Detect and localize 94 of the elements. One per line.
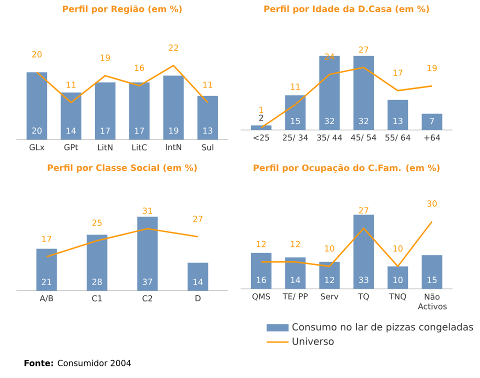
x-tick-label: LitN xyxy=(98,144,112,150)
data-label: 7 xyxy=(430,118,434,124)
x-tick-label: LitC xyxy=(132,144,147,150)
x-tick-label: 35/ 44 xyxy=(317,134,342,142)
data-label: 37 xyxy=(142,278,152,285)
data-label: 11 xyxy=(290,83,300,90)
bar xyxy=(36,248,57,291)
x-tick-label: <25 xyxy=(254,134,270,140)
data-label: 1 xyxy=(259,106,264,113)
x-tick-label: 45/ 54 xyxy=(351,134,376,141)
data-label: 10 xyxy=(393,245,403,252)
data-label: 10 xyxy=(325,245,334,252)
bar xyxy=(26,72,48,140)
bar xyxy=(353,56,374,130)
x-tick-label: GLx xyxy=(30,144,44,150)
data-label: 14 xyxy=(194,278,203,285)
data-label: 27 xyxy=(358,207,368,214)
bar xyxy=(422,114,442,130)
data-label: 12 xyxy=(325,276,334,283)
x-tick-label: TQ xyxy=(358,293,369,300)
x-tick-label: 55/ 64 xyxy=(385,134,410,142)
x-tick-label: Não Activos xyxy=(418,293,447,310)
data-label: 10 xyxy=(393,276,403,283)
data-label: 17 xyxy=(393,70,402,76)
data-label: 32 xyxy=(359,118,368,124)
data-label: 12 xyxy=(290,240,300,247)
x-tick-label: TE/ PP xyxy=(282,293,308,300)
data-label: 27 xyxy=(193,216,203,222)
bar xyxy=(129,82,150,140)
data-label: 33 xyxy=(359,276,368,283)
bar xyxy=(388,100,408,130)
bar xyxy=(188,262,208,291)
bar xyxy=(285,95,306,130)
data-label: 13 xyxy=(203,127,212,134)
data-label: 19 xyxy=(169,127,178,134)
data-label: 19 xyxy=(100,54,110,61)
data-label: 14 xyxy=(290,276,300,283)
data-label: 14 xyxy=(66,128,76,134)
legend-label: Universo xyxy=(292,337,334,345)
x-tick-label: D xyxy=(196,295,201,302)
x-tick-label: A/B xyxy=(40,295,53,302)
bar xyxy=(285,257,306,289)
data-label: 31 xyxy=(142,207,152,214)
bar xyxy=(319,262,340,289)
bar xyxy=(86,234,108,291)
data-label: 19 xyxy=(428,64,437,72)
bar xyxy=(250,125,272,130)
x-tick-label: QMS xyxy=(252,293,270,300)
chart-title: Perfil por Região (em %) xyxy=(62,5,182,14)
bar xyxy=(137,216,158,291)
bar xyxy=(250,252,272,289)
data-label: 20 xyxy=(32,50,42,58)
x-tick-label: +64 xyxy=(424,134,440,140)
data-label: 15 xyxy=(428,276,437,283)
data-label: 17 xyxy=(100,128,110,134)
chart-title: Perfil por Idade da D.Casa (em %) xyxy=(264,5,429,14)
bar xyxy=(163,75,184,140)
data-label: 13 xyxy=(393,118,402,124)
data-label: 25 xyxy=(92,219,102,226)
bar xyxy=(60,92,82,140)
data-label: 28 xyxy=(92,278,102,285)
bar xyxy=(94,82,116,140)
x-tick-label: Serv xyxy=(320,293,338,300)
data-label: 12 xyxy=(256,240,266,247)
x-tick-label: Sul xyxy=(202,144,214,150)
data-label: 32 xyxy=(324,118,334,124)
data-label: 20 xyxy=(32,127,42,134)
bar xyxy=(353,214,374,289)
bar xyxy=(388,266,408,289)
data-label: 15 xyxy=(290,118,300,124)
chart-title: Perfil por Ocupação do C.Fam. (em %) xyxy=(254,164,440,173)
x-tick-label: GPt xyxy=(64,144,78,150)
legend-label: Consumo no lar de pizzas congeladas xyxy=(292,322,474,332)
data-label: 2 xyxy=(259,114,264,121)
x-tick-label: IntN xyxy=(166,144,182,150)
data-label: 17 xyxy=(134,128,144,134)
x-tick-label: C1 xyxy=(92,295,102,302)
data-label: 22 xyxy=(168,44,178,51)
data-label: 27 xyxy=(358,46,368,53)
data-label: 30 xyxy=(427,200,437,207)
bar xyxy=(197,96,218,140)
x-tick-label: C2 xyxy=(142,295,152,302)
chart-title: Perfil por Classe Social (em %) xyxy=(48,164,197,173)
bar xyxy=(422,254,442,289)
data-label: 11 xyxy=(203,82,212,88)
data-label: 16 xyxy=(256,276,266,283)
bar xyxy=(319,56,340,130)
x-tick-label: 25/ 34 xyxy=(282,134,308,142)
data-label: 17 xyxy=(42,236,52,242)
data-label: 21 xyxy=(42,278,52,285)
data-label: 16 xyxy=(134,64,144,71)
x-tick-label: TNQ xyxy=(389,293,406,300)
text: Fonte: Consumidor 2004 xyxy=(24,360,131,366)
data-label: 11 xyxy=(66,82,76,88)
